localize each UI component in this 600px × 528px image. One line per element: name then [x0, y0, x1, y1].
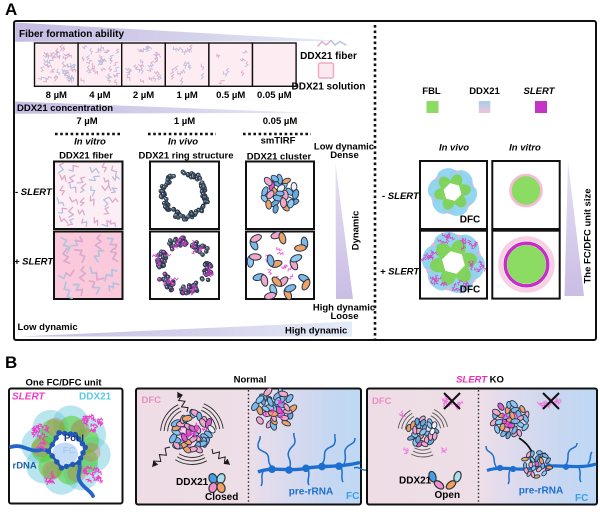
svg-text:DDX21 fiber: DDX21 fiber: [300, 51, 357, 62]
svg-text:pre-rRNA: pre-rRNA: [519, 486, 563, 497]
svg-text:+ SLERT: + SLERT: [14, 257, 54, 268]
svg-text:One FC/DFC unit: One FC/DFC unit: [26, 378, 103, 389]
svg-text:DDX21: DDX21: [79, 392, 112, 403]
svg-text:DDX21 cluster: DDX21 cluster: [247, 152, 312, 163]
svg-text:- SLERT: - SLERT: [382, 191, 420, 202]
svg-text:FBL: FBL: [422, 86, 441, 97]
svg-text:DDX21 fiber: DDX21 fiber: [59, 151, 113, 162]
svg-text:DDX21: DDX21: [399, 476, 432, 487]
svg-text:DDX21: DDX21: [176, 477, 209, 488]
svg-text:1 µM: 1 µM: [176, 90, 197, 101]
svg-text:Dense: Dense: [330, 150, 359, 161]
svg-text:FC: FC: [63, 446, 76, 457]
svg-text:DDX21 ring structure: DDX21 ring structure: [138, 151, 233, 162]
svg-text:- SLERT: - SLERT: [15, 187, 53, 198]
svg-text:0.05 µM: 0.05 µM: [257, 90, 292, 101]
svg-text:smTIRF: smTIRF: [261, 136, 296, 147]
svg-text:In vitro: In vitro: [74, 137, 106, 148]
svg-text:FC: FC: [575, 493, 588, 504]
svg-text:0.05 µM: 0.05 µM: [263, 116, 298, 127]
svg-text:Low dynamic: Low dynamic: [314, 142, 374, 153]
svg-text:In vivo: In vivo: [439, 143, 469, 154]
svg-text:FC: FC: [346, 491, 359, 502]
svg-text:Low dynamic: Low dynamic: [18, 322, 78, 333]
svg-text:In vivo: In vivo: [168, 137, 198, 148]
svg-text:Open: Open: [435, 490, 461, 501]
svg-text:Loose: Loose: [331, 311, 359, 322]
svg-text:Normal: Normal: [234, 375, 267, 386]
svg-text:DFC: DFC: [372, 396, 392, 407]
svg-text:In vitro: In vitro: [509, 143, 541, 154]
svg-text:B: B: [5, 353, 17, 372]
svg-text:7 µM: 7 µM: [76, 116, 97, 127]
svg-text:SLERT: SLERT: [524, 86, 556, 97]
svg-text:High dynamic: High dynamic: [285, 326, 347, 337]
svg-text:Pol I: Pol I: [64, 433, 84, 444]
svg-text:Closed: Closed: [205, 492, 238, 503]
svg-text:8 µM: 8 µM: [46, 90, 67, 101]
svg-text:Fiber formation ability: Fiber formation ability: [19, 29, 124, 40]
svg-text:DFC: DFC: [460, 215, 481, 226]
svg-text:DFC: DFC: [142, 395, 162, 406]
svg-text:SLERT KO: SLERT KO: [456, 375, 504, 386]
svg-text:DDX21 solution: DDX21 solution: [292, 82, 366, 93]
svg-text:0.5 µM: 0.5 µM: [216, 90, 245, 101]
svg-text:SLERT: SLERT: [12, 392, 45, 403]
svg-text:High dynamic: High dynamic: [313, 303, 375, 314]
svg-text:rDNA: rDNA: [13, 461, 37, 472]
svg-text:The FC/DFC unit size: The FC/DFC unit size: [583, 189, 594, 284]
svg-text:+ SLERT: + SLERT: [380, 267, 420, 278]
svg-text:DDX21 concentration: DDX21 concentration: [17, 103, 113, 114]
svg-text:DDX21: DDX21: [469, 86, 500, 97]
svg-text:Dynamic: Dynamic: [351, 211, 362, 251]
svg-text:2 µM: 2 µM: [133, 90, 154, 101]
svg-text:A: A: [5, 0, 17, 19]
svg-text:DFC: DFC: [460, 285, 481, 296]
svg-text:4 µM: 4 µM: [89, 90, 110, 101]
svg-text:1 µM: 1 µM: [174, 116, 195, 127]
svg-text:pre-rRNA: pre-rRNA: [289, 487, 333, 498]
